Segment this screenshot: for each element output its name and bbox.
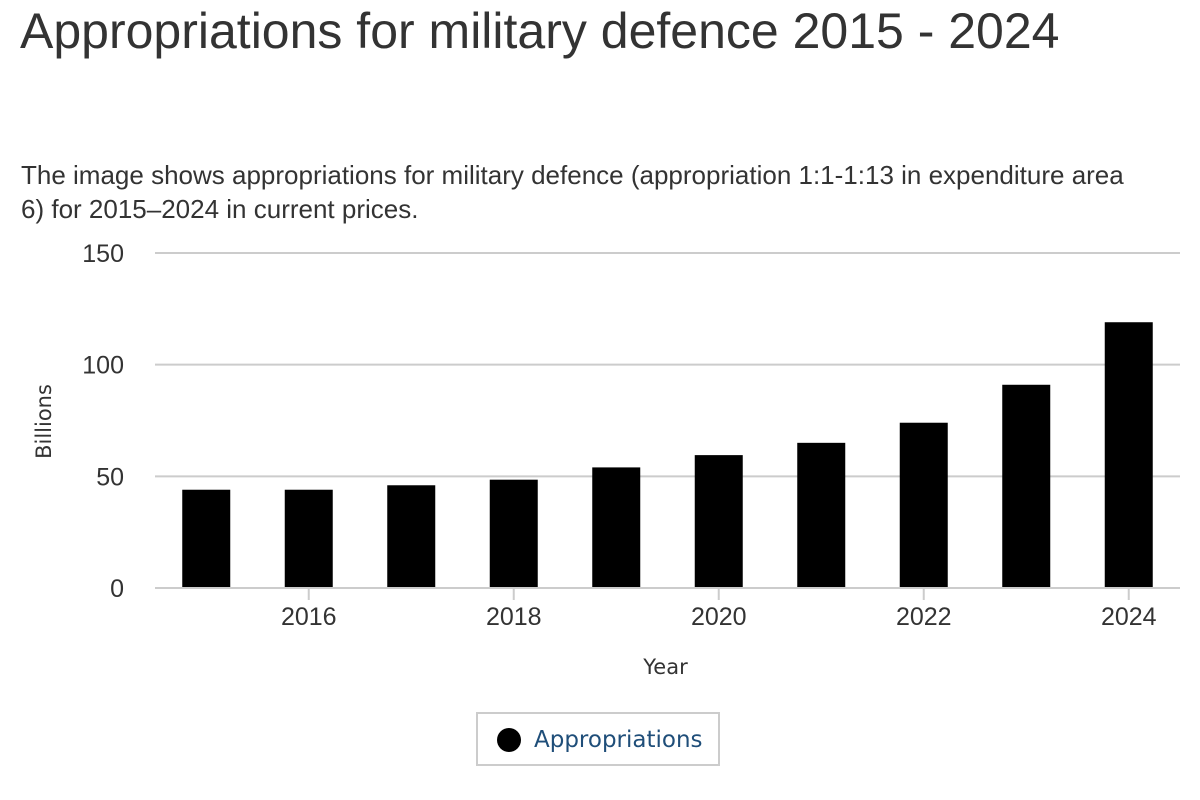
axis-labels: 0 50 100 150 2016 2018 2020 2022 2024 Year Billion… — [32, 240, 1157, 679]
bar-2015 — [182, 489, 231, 588]
axes — [155, 587, 1180, 600]
bar-2024 — [1104, 322, 1153, 588]
x-tick-label-2018: 2018 — [486, 603, 542, 631]
legend-swatch-appropriations — [497, 728, 521, 752]
y-tick-label-50: 50 — [96, 463, 124, 491]
bar-2018 — [489, 479, 538, 588]
bar-2016 — [284, 489, 333, 588]
y-tick-label-0: 0 — [110, 575, 124, 603]
y-tick-label-150: 150 — [82, 240, 124, 268]
bars — [182, 322, 1153, 588]
x-tick-label-2016: 2016 — [281, 603, 337, 631]
bar-2017 — [387, 485, 436, 588]
bar-2022 — [899, 422, 948, 588]
bar-2019 — [592, 467, 641, 588]
chart-title: Appropriations for military defence 2015… — [20, 3, 1060, 59]
bar-2023 — [1002, 384, 1051, 588]
x-axis-title: Year — [642, 655, 688, 679]
x-tick-label-2024: 2024 — [1101, 603, 1157, 631]
x-tick-label-2022: 2022 — [896, 603, 952, 631]
chart-subtitle: The image shows appropriations for milit… — [21, 160, 1124, 224]
y-axis-title: Billions — [32, 384, 56, 459]
x-tick-label-2020: 2020 — [691, 603, 747, 631]
y-tick-label-100: 100 — [82, 352, 124, 380]
bar-chart: 0 50 100 150 2016 2018 2020 2022 2024 Year Billion… — [32, 240, 1180, 679]
bar-2021 — [797, 442, 846, 588]
legend[interactable]: Appropriations — [476, 712, 720, 766]
legend-label-appropriations[interactable]: Appropriations — [534, 727, 703, 753]
bar-2020 — [694, 455, 743, 588]
